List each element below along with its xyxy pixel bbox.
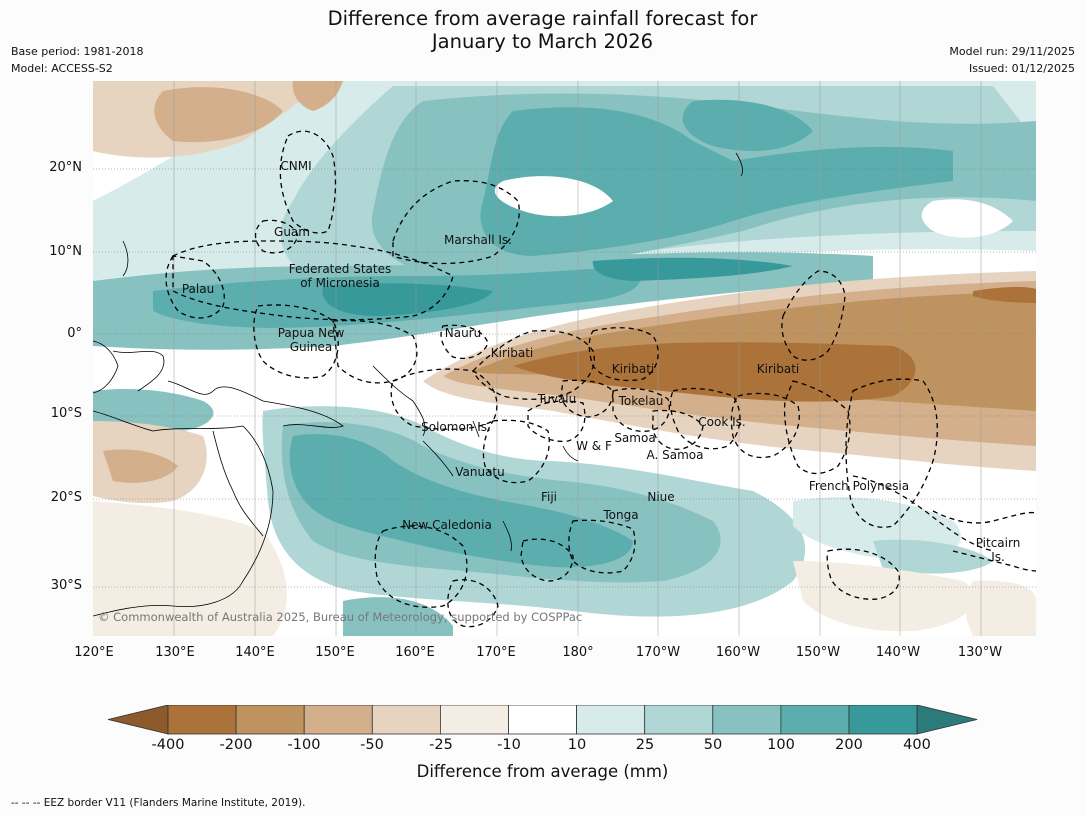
label-marshall: Marshall Is. — [444, 233, 512, 247]
colorbar-swatch — [576, 705, 646, 735]
label-fiji: Fiji — [541, 490, 557, 504]
colorbar-swatch — [508, 705, 577, 735]
colorbar-extend-high — [916, 705, 978, 735]
lon-label-140e: 140°E — [235, 645, 275, 660]
label-palau: Palau — [182, 282, 214, 296]
lat-label-20n: 20°N — [49, 160, 82, 175]
lon-label-130e: 130°E — [155, 645, 195, 660]
lon-label-170e: 170°E — [476, 645, 516, 660]
colorbar-swatch — [780, 705, 850, 735]
label-french-polynesia: French Polynesia — [809, 479, 909, 493]
label-new-caledonia: New Caledonia — [402, 518, 492, 532]
colorbar-swatch — [235, 705, 305, 735]
label-kiribati-west: Kiribati — [491, 346, 533, 360]
label-vanuatu: Vanuatu — [455, 465, 505, 479]
lon-label-160e: 160°E — [395, 645, 435, 660]
label-american-samoa: A. Samoa — [647, 448, 704, 462]
lon-label-150e: 150°E — [315, 645, 355, 660]
label-niue: Niue — [647, 490, 674, 504]
colorbar-label: -25 — [429, 737, 453, 753]
label-samoa: Samoa — [614, 431, 655, 445]
title-line-2: January to March 2026 — [431, 30, 654, 53]
colorbar — [108, 705, 978, 735]
eez-borders — [165, 130, 1036, 628]
rainfall-map: CNMI Guam Marshall Is. Federated States … — [93, 81, 1036, 636]
colorbar-label: 10 — [567, 737, 587, 753]
title-line-1: Difference from average rainfall forecas… — [327, 7, 758, 30]
lon-label-130w: 130°W — [957, 645, 1003, 660]
lat-label-20s: 20°S — [50, 490, 82, 505]
lon-label-150w: 150°W — [795, 645, 841, 660]
label-pitcairn-2: Is. — [991, 550, 1005, 564]
colorbar-swatch — [644, 705, 714, 735]
colorbar-swatch — [712, 705, 782, 735]
colorbar-label: -100 — [287, 737, 321, 753]
label-tonga: Tonga — [602, 508, 638, 522]
colorbar-label: -400 — [151, 737, 185, 753]
issued-date: Issued: 01/12/2025 — [968, 62, 1075, 75]
label-png-1: Papua New — [278, 326, 345, 340]
eez-footnote: -- -- -- EEZ border V11 (Flanders Marine… — [11, 797, 306, 809]
colorbar-label: 100 — [767, 737, 795, 753]
lat-label-10n: 10°N — [49, 244, 82, 259]
colorbar-label: 50 — [703, 737, 723, 753]
lon-label-160w: 160°W — [715, 645, 761, 660]
lat-label-30s: 30°S — [50, 578, 82, 593]
label-fsm-2: of Micronesia — [300, 276, 380, 290]
colorbar-swatch — [371, 705, 441, 735]
base-period: Base period: 1981-2018 — [11, 45, 144, 58]
colorbar-swatch — [439, 705, 509, 735]
colorbar-swatches — [108, 705, 978, 735]
model-name: Model: ACCESS-S2 — [11, 62, 113, 75]
region-labels: CNMI Guam Marshall Is. Federated States … — [182, 159, 1020, 564]
lon-label-120e: 120°E — [74, 645, 114, 660]
copyright-text: © Commonwealth of Australia 2025, Bureau… — [98, 610, 582, 624]
lat-label-0: 0° — [67, 326, 82, 341]
label-fsm-1: Federated States — [289, 262, 391, 276]
meta-right: Model run: 29/11/2025 Issued: 01/12/2025 — [949, 43, 1075, 77]
lat-label-10s: 10°S — [50, 406, 82, 421]
meta-left: Base period: 1981-2018 Model: ACCESS-S2 — [11, 43, 143, 77]
lon-label-180: 180° — [562, 645, 594, 660]
lon-label-140w: 140°W — [875, 645, 921, 660]
model-run: Model run: 29/11/2025 — [949, 45, 1075, 58]
label-tuvalu: Tuvalu — [537, 392, 577, 406]
label-guam: Guam — [274, 225, 310, 239]
colorbar-extend-low — [108, 705, 169, 735]
colorbar-label: 25 — [635, 737, 655, 753]
label-kiribati-east: Kiribati — [757, 362, 799, 376]
colorbar-label: -200 — [219, 737, 253, 753]
map-svg: CNMI Guam Marshall Is. Federated States … — [93, 81, 1036, 636]
colorbar-swatch — [167, 705, 237, 735]
label-tokelau: Tokelau — [618, 394, 664, 408]
label-png-2: Guinea — [290, 340, 333, 354]
colorbar-label: -50 — [360, 737, 384, 753]
colorbar-title: Difference from average (mm) — [416, 762, 669, 781]
colorbar-swatch — [848, 705, 918, 735]
colorbar-label: -10 — [497, 737, 521, 753]
colorbar-label: 200 — [835, 737, 863, 753]
gridlines — [93, 168, 1036, 588]
label-kiribati-central: Kiribati — [612, 362, 654, 376]
colorbar-label: 400 — [903, 737, 931, 753]
label-cnmi: CNMI — [280, 159, 311, 173]
label-pitcairn-1: Pitcairn — [976, 536, 1021, 550]
label-wallis-futuna: W & F — [576, 439, 612, 453]
label-solomon: Solomon Is. — [421, 420, 491, 434]
anomaly-field — [93, 81, 1036, 636]
label-cook-islands: Cook Is. — [698, 415, 745, 429]
label-nauru: Nauru — [445, 326, 481, 340]
colorbar-swatch — [303, 705, 373, 735]
chart-title: Difference from average rainfall forecas… — [0, 7, 1085, 53]
lon-label-170w: 170°W — [635, 645, 681, 660]
meridians — [173, 81, 982, 636]
